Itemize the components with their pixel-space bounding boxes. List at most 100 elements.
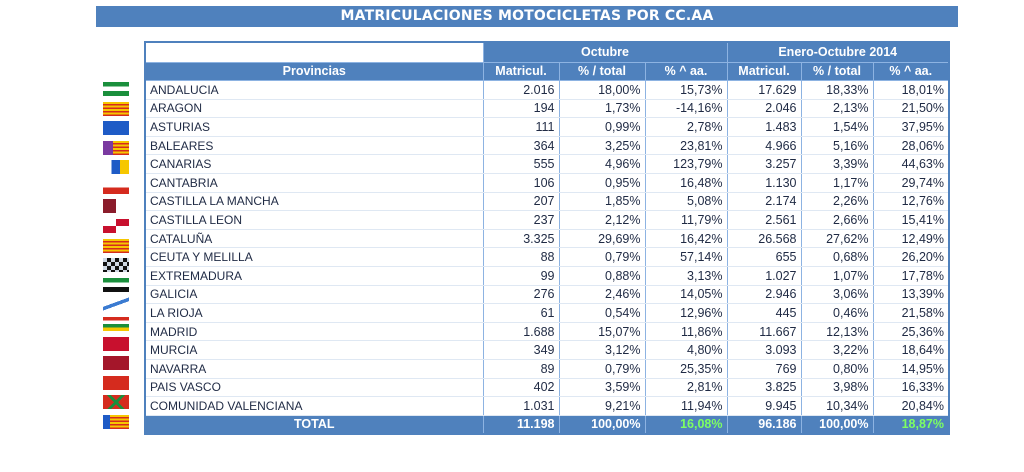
pct-total-ytd: 1,17%: [800, 173, 874, 193]
total-pct-total-ytd: 100,00%: [800, 414, 874, 435]
table-row: ANDALUCIA 2.016 18,00% 15,73% 17.629 18,33% 18…: [144, 80, 950, 100]
province-name: ASTURIAS: [144, 117, 484, 137]
province-name: BALEARES: [144, 136, 484, 156]
matricul-octubre: 237: [482, 210, 560, 230]
pct-total-ytd: 5,16%: [800, 136, 874, 156]
pct-total-ytd: 1,54%: [800, 117, 874, 137]
registrations-table: Octubre Enero-Octubre 2014 Provincias Ma…: [144, 41, 950, 435]
total-matricul-octubre: 11.198: [482, 414, 560, 435]
pct-total-ytd: 12,13%: [800, 322, 874, 342]
pct-aa-ytd: 16,33%: [872, 378, 950, 398]
table-row: CEUTA Y MELILLA 88 0,79% 57,14% 655 0,68% 26,2…: [144, 247, 950, 268]
cantabria-flag-icon: [103, 179, 129, 194]
pct-total-ytd: 3,98%: [800, 378, 874, 398]
total-pct-aa-ytd: 18,87%: [872, 414, 950, 435]
comunidad-valenciana-flag-icon: [103, 414, 129, 429]
col-matricul-1: Matricul.: [482, 61, 560, 82]
table-row: COMUNIDAD VALENCIANA 1.031 9,21% 11,94% 9.94…: [144, 396, 950, 416]
matricul-ytd: 1.027: [726, 266, 802, 286]
pct-aa-ytd: 21,58%: [872, 303, 950, 323]
matricul-ytd: 17.629: [726, 80, 802, 100]
matricul-octubre: 1.688: [482, 322, 560, 342]
matricul-octubre: 3.325: [482, 229, 560, 249]
pct-aa-ytd: 28,06%: [872, 136, 950, 156]
pct-total-ytd: 0,68%: [800, 247, 874, 268]
matricul-octubre: 402: [482, 378, 560, 398]
pct-aa-ytd: 18,01%: [872, 80, 950, 100]
matricul-octubre: 349: [482, 340, 560, 360]
pct-aa-octubre: 2,81%: [644, 378, 728, 398]
province-name: NAVARRA: [144, 359, 484, 379]
andalucia-flag-icon: [103, 82, 129, 96]
matricul-octubre: 207: [482, 192, 560, 212]
pct-total-ytd: 18,33%: [800, 80, 874, 100]
pct-aa-octubre: 25,35%: [644, 359, 728, 379]
pct-aa-ytd: 29,74%: [872, 173, 950, 193]
pct-aa-ytd: 13,39%: [872, 285, 950, 305]
pct-aa-octubre: 57,14%: [644, 247, 728, 268]
pct-aa-octubre: 4,80%: [644, 340, 728, 360]
matricul-ytd: 2.561: [726, 210, 802, 230]
pct-aa-ytd: 44,63%: [872, 154, 950, 175]
pct-total-octubre: 2,12%: [558, 210, 646, 230]
pct-aa-octubre: 11,86%: [644, 322, 728, 342]
total-row: TOTAL 11.198 100,00% 16,08% 96.186 100,00% 18,…: [144, 414, 950, 435]
pct-total-ytd: 27,62%: [800, 229, 874, 249]
matricul-octubre: 2.016: [482, 80, 560, 100]
matricul-octubre: 89: [482, 359, 560, 379]
pct-total-octubre: 0,54%: [558, 303, 646, 323]
pct-aa-ytd: 20,84%: [872, 396, 950, 416]
pct-total-octubre: 3,25%: [558, 136, 646, 156]
table-row: CANARIAS 555 4,96% 123,79% 3.257 3,39% 44,63%: [144, 154, 950, 175]
pct-total-ytd: 3,39%: [800, 154, 874, 175]
table-row: ARAGON 194 1,73% -14,16% 2.046 2,13% 21,50%: [144, 99, 950, 119]
pct-total-ytd: 10,34%: [800, 396, 874, 416]
pct-aa-ytd: 12,49%: [872, 229, 950, 249]
table-row: GALICIA 276 2,46% 14,05% 2.946 3,06% 13,39%: [144, 285, 950, 305]
pct-aa-octubre: 12,96%: [644, 303, 728, 323]
cataluna-flag-icon: [103, 238, 129, 253]
matricul-octubre: 61: [482, 303, 560, 323]
pct-total-ytd: 2,26%: [800, 192, 874, 212]
province-name: LA RIOJA: [144, 303, 484, 323]
matricul-ytd: 2.946: [726, 285, 802, 305]
col-matricul-2: Matricul.: [726, 61, 802, 82]
table-row: BALEARES 364 3,25% 23,81% 4.966 5,16% 28,06%: [144, 136, 950, 156]
matricul-ytd: 4.966: [726, 136, 802, 156]
pct-total-octubre: 2,46%: [558, 285, 646, 305]
header-group-row: Octubre Enero-Octubre 2014: [145, 41, 950, 63]
page-title: MATRICULACIONES MOTOCICLETAS POR CC.AA: [96, 6, 958, 27]
pct-total-octubre: 0,79%: [558, 359, 646, 379]
pct-aa-octubre: 2,78%: [644, 117, 728, 137]
pct-total-ytd: 2,66%: [800, 210, 874, 230]
matricul-octubre: 364: [482, 136, 560, 156]
matricul-ytd: 2.046: [726, 99, 802, 119]
header-columns-row: Provincias Matricul. % / total % ^ aa. M…: [144, 61, 950, 82]
pct-aa-octubre: 5,08%: [644, 192, 728, 212]
canarias-flag-icon: [103, 160, 129, 175]
pct-aa-ytd: 25,36%: [872, 322, 950, 342]
pct-aa-octubre: 14,05%: [644, 285, 728, 305]
la-rioja-flag-icon: [103, 316, 129, 331]
pct-total-octubre: 4,96%: [558, 154, 646, 175]
extremadura-flag-icon: [103, 277, 129, 292]
matricul-ytd: 9.945: [726, 396, 802, 416]
matricul-ytd: 1.483: [726, 117, 802, 137]
matricul-ytd: 655: [726, 247, 802, 268]
galicia-flag-icon: [103, 297, 129, 312]
matricul-octubre: 106: [482, 173, 560, 193]
pct-total-ytd: 3,22%: [800, 340, 874, 360]
pct-total-octubre: 0,88%: [558, 266, 646, 286]
matricul-ytd: 3.093: [726, 340, 802, 360]
province-name: CEUTA Y MELILLA: [144, 247, 484, 268]
pct-aa-octubre: 15,73%: [644, 80, 728, 100]
pct-total-octubre: 15,07%: [558, 322, 646, 342]
table-row: NAVARRA 89 0,79% 25,35% 769 0,80% 14,95%: [144, 359, 950, 379]
province-name: CASTILLA LA MANCHA: [144, 192, 484, 212]
matricul-ytd: 1.130: [726, 173, 802, 193]
pct-aa-octubre: 123,79%: [644, 154, 728, 175]
ceuta-melilla-flag-icon: [103, 258, 129, 273]
matricul-octubre: 99: [482, 266, 560, 286]
pct-aa-ytd: 15,41%: [872, 210, 950, 230]
table-row: LA RIOJA 61 0,54% 12,96% 445 0,46% 21,58%: [144, 303, 950, 323]
